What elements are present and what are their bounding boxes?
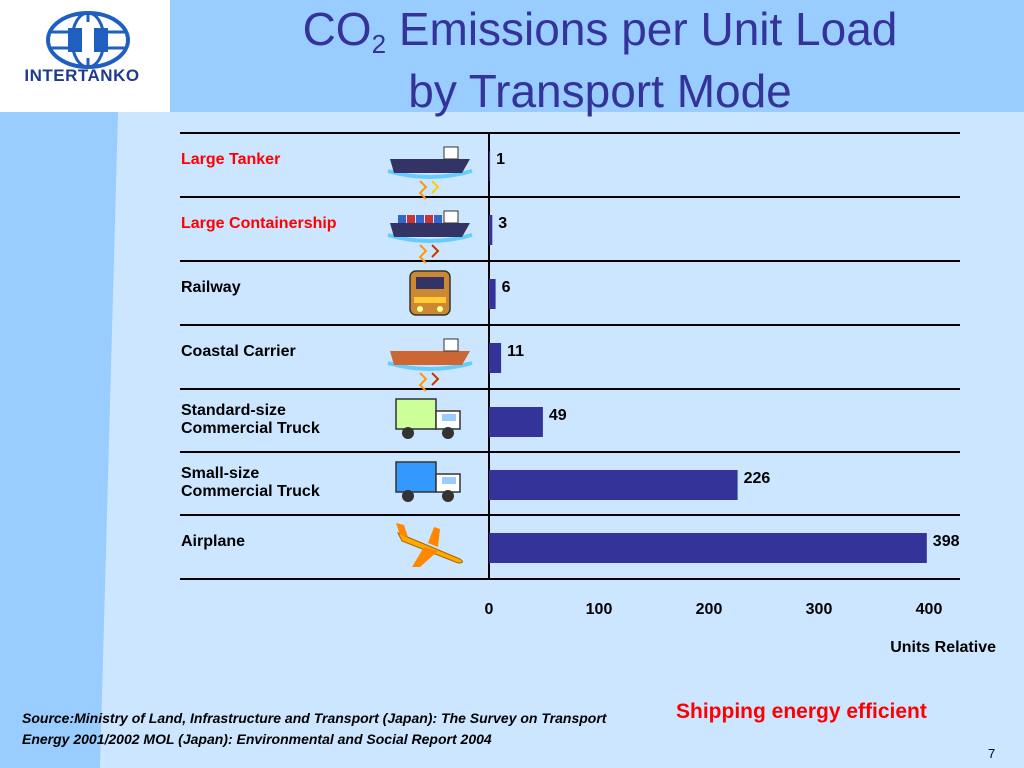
data-label: 226 [744,470,771,487]
data-label: 6 [502,279,511,296]
bar [489,151,491,181]
category-label: Large Tanker [181,151,280,168]
tanker-icon [387,146,473,200]
header-background [170,0,1024,112]
category-label: Coastal Carrier [181,343,296,360]
title-suffix: Emissions per Unit Load [386,3,898,55]
data-label: 11 [507,343,524,360]
category-label: Large Containership [181,215,337,232]
bar [489,407,543,437]
source-citation: Source:Ministry of Land, Infrastructure … [22,710,607,747]
x-tick-label: 100 [586,601,613,618]
content-background [0,112,1024,768]
train-icon [409,270,451,316]
page-number: 7 [988,746,996,761]
containership-icon [387,210,473,264]
title-subscript: 2 [371,29,387,59]
tagline: Shipping energy efficient [676,700,927,723]
standard-truck-icon [395,398,461,439]
bar [489,279,496,309]
category-label: Standard-size Commercial Truck [181,402,320,437]
title-line-2: by Transport Mode [408,65,792,117]
coastal-carrier-icon [387,338,473,392]
data-label: 1 [496,151,505,168]
category-label: Railway [181,279,241,296]
bar [489,343,502,373]
logo-text: INTERTANKO [24,66,140,85]
small-truck-icon [395,461,461,502]
data-label: 3 [498,215,507,232]
diagonal-stripe [0,112,118,768]
category-label: Small-size Commercial Truck [181,465,320,500]
data-label: 49 [549,407,567,424]
bar [489,533,927,563]
x-tick-label: 0 [485,601,494,618]
globe-logo-icon [46,11,130,69]
airplane-icon [396,523,464,567]
bar [489,470,738,500]
page-title: CO2 Emissions per Unit Load by Transport… [175,2,1024,119]
category-label: Airplane [181,533,245,550]
bar [489,215,493,245]
data-label: 398 [933,533,960,550]
title-prefix: CO [302,3,372,55]
x-tick-label: 300 [806,601,833,618]
x-axis-label: Units Relative [890,639,996,656]
x-tick-label: 200 [696,601,723,618]
x-tick-label: 400 [916,601,943,618]
